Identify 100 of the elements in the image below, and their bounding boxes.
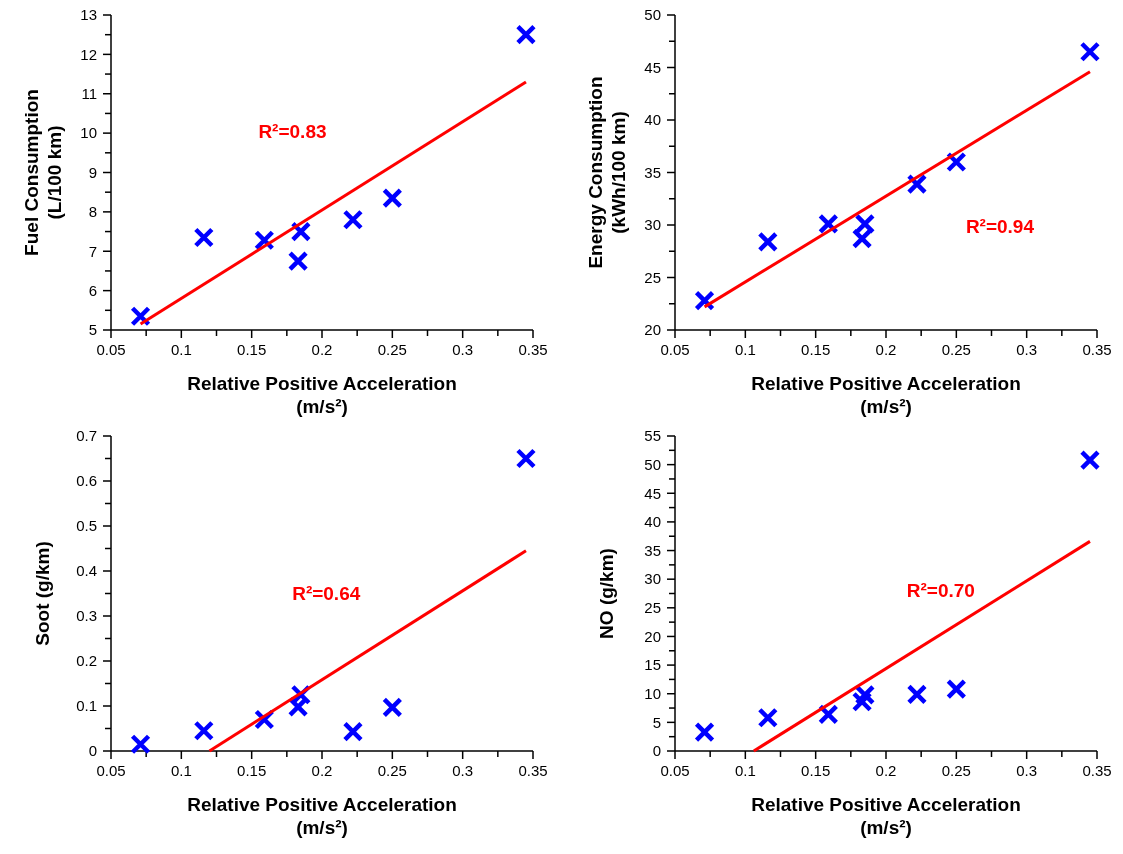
point	[757, 707, 779, 729]
x-tick-label: 0.25	[377, 762, 407, 779]
y-tick-label: 8	[88, 203, 97, 221]
y-tick-label: 40	[644, 111, 661, 129]
y-tick-label: 15	[644, 656, 661, 674]
y-tick-label: 35	[644, 163, 661, 181]
x-tick-label: 0.3	[1016, 762, 1038, 779]
x-tick-label: 0.35	[518, 762, 548, 779]
y-tick-label: 30	[644, 216, 661, 234]
point	[515, 24, 537, 45]
annotation: R²=0.64	[292, 583, 361, 605]
x-tick-label: 0.15	[801, 341, 831, 358]
y-tick-label: 25	[644, 268, 661, 286]
point	[757, 231, 779, 253]
point	[193, 720, 215, 741]
y-tick-label: 10	[644, 684, 661, 702]
point	[130, 734, 151, 755]
x-tick-label: 0.05	[660, 341, 690, 358]
point	[193, 227, 215, 248]
point	[906, 173, 928, 195]
y-tick-label: 0.7	[76, 427, 97, 445]
point	[818, 704, 839, 725]
x-tick-label: 0.35	[1082, 762, 1112, 779]
point	[382, 697, 403, 718]
y-tick-label: 40	[644, 513, 661, 531]
x-tick-label: 0.25	[377, 341, 407, 358]
y-tick-label: 0	[88, 742, 97, 760]
point	[287, 250, 309, 272]
x-tick-label: 0.2	[875, 341, 897, 358]
y-tick-label: 55	[644, 427, 661, 445]
point	[342, 209, 364, 230]
y-tick-label: 30	[644, 570, 661, 588]
y-axis-title: NO (g/km)	[596, 548, 617, 639]
x-axis-title: Relative Positive Acceleration (m/s²)	[751, 794, 1021, 838]
y-tick-label: 0.6	[76, 472, 97, 490]
point	[290, 221, 312, 242]
x-tick-label: 0.1	[170, 341, 192, 358]
y-tick-label: 45	[644, 484, 661, 502]
y-tick-label: 0.1	[76, 697, 97, 715]
point	[1079, 449, 1101, 471]
point	[130, 305, 151, 327]
y-tick-label: 0	[652, 742, 661, 760]
y-tick-label: 12	[80, 45, 97, 63]
point	[382, 187, 403, 209]
point	[342, 721, 364, 742]
y-tick-label: 0.5	[76, 517, 97, 535]
x-tick-label: 0.2	[311, 762, 333, 779]
point	[906, 684, 928, 705]
x-tick-label: 0.25	[941, 762, 971, 779]
annotation: R²=0.83	[258, 121, 327, 143]
y-tick-label: 35	[644, 541, 661, 559]
y-tick-label: 5	[88, 321, 97, 339]
point	[1079, 41, 1101, 62]
x-axis-title: Relative Positive Acceleration (m/s²)	[187, 373, 457, 417]
y-tick-label: 25	[644, 599, 661, 617]
x-tick-label: 0.05	[96, 762, 126, 779]
y-axis-title: Energy Consumption (kWh/100 km)	[585, 76, 629, 269]
y-tick-label: 0.2	[76, 652, 97, 670]
y-tick-label: 5	[652, 713, 661, 731]
x-tick-label: 0.3	[1016, 341, 1038, 358]
y-tick-label: 20	[644, 321, 661, 339]
y-axis-title: Soot (g/km)	[32, 541, 53, 646]
x-tick-label: 0.3	[452, 341, 474, 358]
point	[851, 691, 873, 712]
x-tick-label: 0.1	[734, 341, 756, 358]
point	[854, 213, 876, 235]
y-tick-label: 11	[81, 85, 97, 102]
x-tick-label: 0.35	[1082, 341, 1112, 358]
y-tick-label: 0.4	[76, 562, 97, 580]
x-tick-label: 0.05	[96, 341, 126, 358]
point	[694, 721, 715, 743]
x-tick-label: 0.15	[237, 341, 267, 358]
point	[851, 228, 873, 249]
y-tick-label: 20	[644, 627, 661, 645]
point	[854, 684, 876, 706]
point	[515, 448, 537, 469]
y-tick-label: 45	[644, 58, 661, 76]
y-tick-label: 9	[88, 163, 97, 181]
point	[946, 151, 967, 173]
y-tick-label: 7	[88, 242, 97, 260]
annotation: R²=0.94	[965, 215, 1035, 237]
point	[946, 678, 967, 700]
y-tick-label: 50	[644, 6, 661, 24]
x-tick-label: 0.1	[170, 762, 192, 779]
x-tick-label: 0.15	[237, 762, 267, 779]
x-tick-label: 0.15	[801, 762, 831, 779]
y-tick-label: 50	[644, 455, 661, 473]
y-axis-title: Fuel Consumption (L/100 km)	[21, 89, 65, 256]
x-tick-label: 0.35	[518, 341, 548, 358]
x-tick-label: 0.1	[734, 762, 756, 779]
point	[694, 290, 715, 311]
y-tick-label: 6	[88, 281, 97, 299]
x-tick-label: 0.2	[875, 762, 897, 779]
x-axis-title: Relative Positive Acceleration (m/s²)	[187, 794, 457, 838]
x-tick-label: 0.25	[941, 341, 971, 358]
y-tick-label: 0.3	[76, 607, 97, 625]
x-tick-label: 0.2	[311, 341, 333, 358]
x-tick-label: 0.3	[452, 762, 474, 779]
x-axis-title: Relative Positive Acceleration (m/s²)	[751, 373, 1021, 417]
y-tick-label: 13	[80, 6, 97, 24]
